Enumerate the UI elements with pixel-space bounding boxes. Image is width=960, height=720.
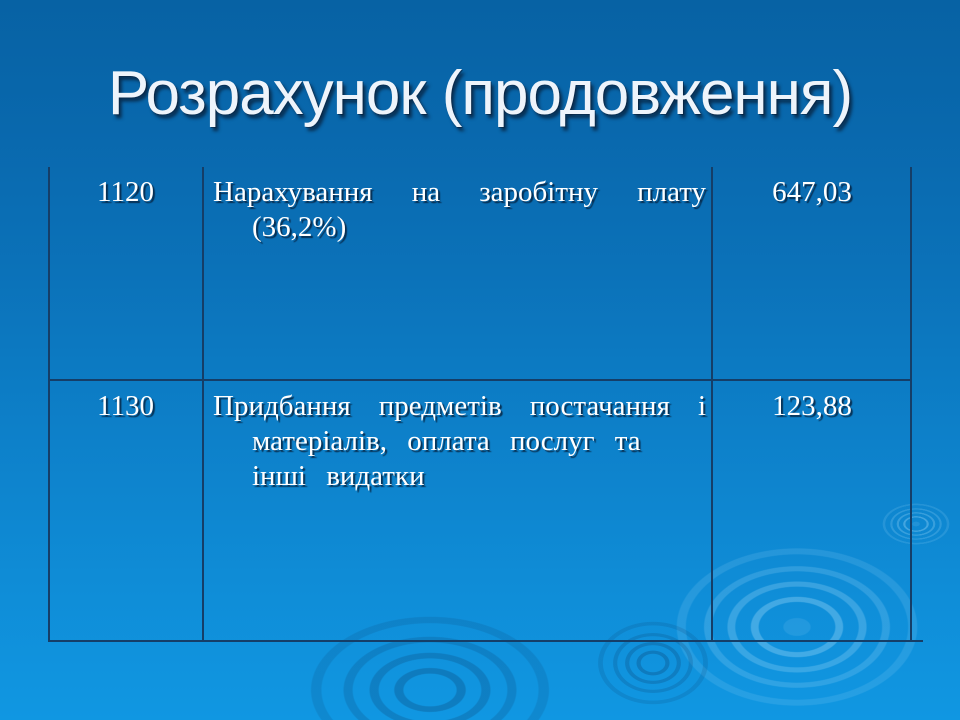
- table-border-bottom: [48, 640, 923, 642]
- cell-expense-code: 1130: [97, 390, 154, 422]
- description-line: Придбання предметів постачання і: [213, 390, 706, 422]
- cell-expense-code: 1120: [97, 176, 154, 208]
- table-row: 1130 Придбання предметів постачання і матер…: [48, 381, 912, 642]
- calculation-table: 1120 Нарахування на заробітну плату (36,2%)…: [48, 167, 923, 642]
- table-row-separator: [48, 379, 912, 381]
- cell-expense-amount: 123,88: [772, 390, 852, 422]
- description-line: матеріалів, оплата послуг та: [252, 425, 641, 457]
- table-border-left: [48, 167, 50, 642]
- table-border-right: [910, 167, 912, 642]
- description-line: інші видатки: [252, 460, 425, 492]
- cell-expense-description: Нарахування на заробітну плату (36,2%): [203, 167, 712, 380]
- description-line: Нарахування на заробітну плату: [213, 176, 706, 208]
- table-row: 1120 Нарахування на заробітну плату (36,2%)…: [48, 167, 912, 380]
- description-line: (36,2%): [252, 211, 347, 243]
- table-border-col2: [711, 167, 713, 642]
- slide-title: Розрахунок (продовження): [107, 59, 853, 128]
- cell-expense-amount: 647,03: [772, 176, 852, 208]
- table-border-col1: [202, 167, 204, 642]
- cell-expense-description: Придбання предметів постачання і матеріалів…: [203, 381, 712, 642]
